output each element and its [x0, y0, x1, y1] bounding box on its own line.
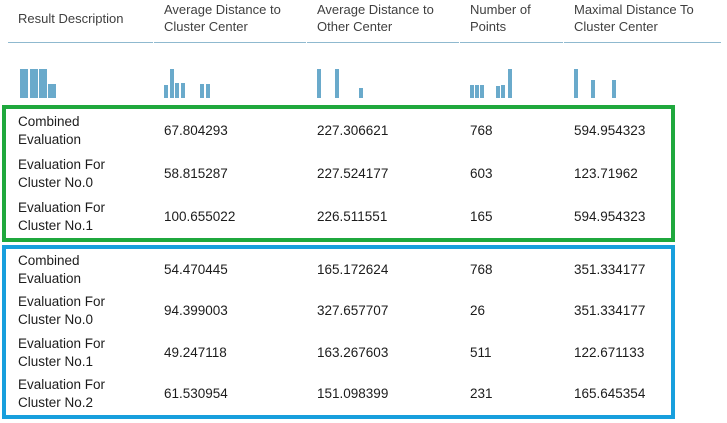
avg-distance-to-cluster-center-histogram[interactable] [154, 43, 306, 103]
result-description-cell: Evaluation For Cluster No.2 [18, 377, 106, 411]
value-cell-maximal-distance-to-cluster-center: 123.71962 [574, 165, 638, 181]
value-cell-number-of-points: 165 [470, 208, 493, 224]
histogram-bar [574, 69, 578, 98]
value-cell-number-of-points: 603 [470, 165, 493, 181]
value-cell-average-distance-to-cluster-center: 58.815287 [164, 165, 228, 181]
column-header-label: Result Description [18, 10, 124, 26]
number-of-points-histogram[interactable] [460, 43, 563, 103]
result-description-cell: Evaluation For Cluster No.1 [18, 335, 106, 369]
histogram-bar [181, 83, 185, 98]
histogram-bar [48, 84, 56, 98]
table-row[interactable]: Evaluation For Cluster No.2 61.530954 151.… [6, 374, 671, 416]
value-cell-average-distance-to-cluster-center: 67.804293 [164, 122, 228, 138]
table-row[interactable]: Evaluation For Cluster No.0 94.399003 327.… [6, 291, 671, 333]
histogram-bar [335, 69, 339, 98]
value-cell-average-distance-to-other-center: 165.172624 [317, 261, 389, 277]
value-cell-maximal-distance-to-cluster-center: 594.954323 [574, 122, 646, 138]
column-header-number-of-points[interactable]: Number of Points [460, 0, 563, 43]
histogram-bar [470, 85, 474, 98]
second-evaluation-group-highlight-box: Combined Evaluation 54.470445 165.172624 76… [2, 245, 675, 419]
table-header-row: Result Description Average Distance to Cl… [0, 0, 727, 43]
histogram-bar [164, 85, 168, 98]
histogram-bar [480, 85, 484, 98]
first-evaluation-group-highlight-box: Combined Evaluation 67.804293 227.306621 76… [2, 105, 675, 242]
value-cell-number-of-points: 26 [470, 303, 486, 319]
histogram-bar [508, 69, 512, 98]
column-header-result-description[interactable]: Result Description [8, 0, 153, 43]
value-cell-average-distance-to-other-center: 151.098399 [317, 386, 389, 402]
value-cell-maximal-distance-to-cluster-center: 165.645354 [574, 386, 646, 402]
table-row[interactable]: Evaluation For Cluster No.1 49.247118 163.… [6, 332, 671, 374]
value-cell-maximal-distance-to-cluster-center: 351.334177 [574, 261, 646, 277]
value-cell-maximal-distance-to-cluster-center: 122.671133 [574, 344, 645, 360]
column-header-average-distance-to-other-center[interactable]: Average Distance to Other Center [307, 0, 459, 43]
histogram-bar [30, 69, 38, 98]
table-row[interactable]: Combined Evaluation 67.804293 227.306621 76… [6, 109, 671, 152]
value-cell-average-distance-to-cluster-center: 94.399003 [164, 303, 228, 319]
value-cell-number-of-points: 768 [470, 261, 493, 277]
histogram-bar [612, 80, 616, 98]
histogram-bar [39, 69, 47, 98]
table-row[interactable]: Evaluation For Cluster No.0 58.815287 227.… [6, 152, 671, 195]
value-cell-maximal-distance-to-cluster-center: 351.334177 [574, 303, 646, 319]
value-cell-average-distance-to-other-center: 327.657707 [317, 303, 389, 319]
column-header-average-distance-to-cluster-center[interactable]: Average Distance to Cluster Center [154, 0, 306, 43]
table-row[interactable]: Evaluation For Cluster No.1 100.655022 226… [6, 195, 671, 238]
value-cell-average-distance-to-other-center: 227.524177 [317, 165, 389, 181]
histogram-bar [175, 83, 179, 98]
value-cell-number-of-points: 768 [470, 122, 493, 138]
histogram-bar [317, 69, 321, 98]
result-description-histogram[interactable] [8, 43, 153, 103]
result-description-cell: Evaluation For Cluster No.0 [18, 156, 106, 190]
histogram-bar [206, 84, 210, 98]
value-cell-average-distance-to-cluster-center: 49.247118 [164, 344, 227, 360]
avg-distance-to-other-center-histogram[interactable] [307, 43, 459, 103]
value-cell-number-of-points: 231 [470, 386, 493, 402]
histogram-bar [591, 80, 595, 98]
column-header-maximal-distance-to-cluster-center[interactable]: Maximal Distance To Cluster Center [564, 0, 721, 43]
maximal-distance-to-cluster-center-histogram[interactable] [564, 43, 721, 103]
histogram-bar [20, 69, 28, 98]
column-header-label: Number of Points [470, 2, 531, 34]
histogram-bar [475, 85, 479, 98]
value-cell-average-distance-to-cluster-center: 54.470445 [164, 261, 228, 277]
histogram-bar [496, 86, 500, 98]
value-cell-average-distance-to-cluster-center: 100.655022 [164, 208, 236, 224]
histogram-bar [200, 84, 204, 98]
value-cell-average-distance-to-other-center: 163.267603 [317, 344, 389, 360]
group-boxes-container: Combined Evaluation 67.804293 227.306621 76… [0, 105, 727, 419]
value-cell-average-distance-to-other-center: 226.511551 [317, 208, 388, 224]
value-cell-average-distance-to-cluster-center: 61.530954 [164, 386, 228, 402]
column-header-label: Average Distance to Cluster Center [164, 2, 281, 34]
column-histogram-row [0, 43, 727, 103]
column-header-label: Average Distance to Other Center [317, 2, 434, 34]
value-cell-maximal-distance-to-cluster-center: 594.954323 [574, 208, 646, 224]
value-cell-average-distance-to-other-center: 227.306621 [317, 122, 389, 138]
histogram-bar [501, 85, 505, 98]
histogram-bar [170, 69, 174, 98]
result-description-cell: Evaluation For Cluster No.1 [18, 199, 106, 233]
table-row[interactable]: Combined Evaluation 54.470445 165.172624 76… [6, 249, 671, 291]
result-description-cell: Combined Evaluation [18, 252, 82, 286]
result-description-cell: Evaluation For Cluster No.0 [18, 294, 106, 328]
value-cell-number-of-points: 511 [470, 344, 492, 360]
histogram-bar [359, 88, 363, 98]
column-header-label: Maximal Distance To Cluster Center [574, 2, 694, 34]
result-description-cell: Combined Evaluation [18, 113, 82, 147]
